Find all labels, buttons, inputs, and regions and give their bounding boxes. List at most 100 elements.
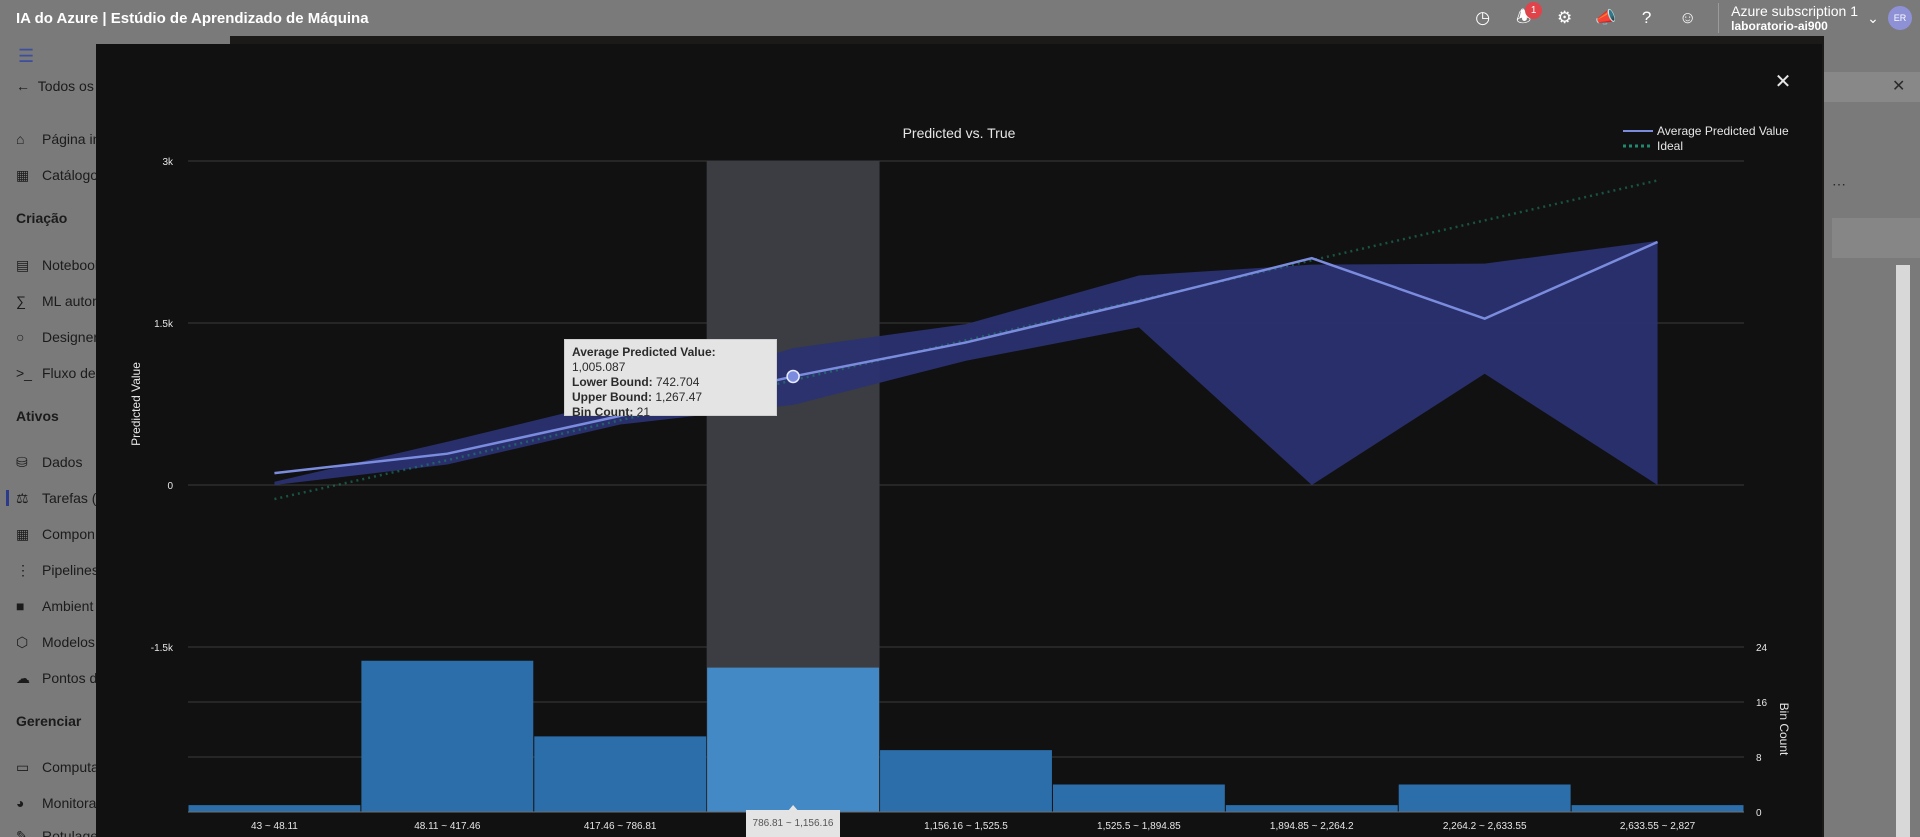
workspace-name: laboratorio-ai900 — [1731, 19, 1828, 33]
x-tick-label: 2,633.55 ~ 2,827 — [1620, 821, 1696, 832]
section-criacao: Criação — [16, 210, 68, 226]
active-indicator — [6, 490, 9, 506]
jobs-icon: ⚖ — [16, 490, 29, 506]
notebook-icon: ▤ — [16, 257, 30, 273]
settings-gear-icon[interactable]: ⚙ — [1557, 8, 1573, 27]
y2-tick-label: 0 — [1756, 808, 1762, 819]
y-tick-label: 3k — [162, 157, 174, 168]
more-options-icon: ⋯ — [1832, 176, 1846, 192]
bin-bar — [361, 660, 534, 812]
background-box — [1832, 218, 1920, 258]
bin-bar — [188, 805, 361, 812]
background-notice-bar — [1824, 72, 1920, 102]
sidebar-item-notebooks[interactable]: ▤ Notebooks — [16, 257, 109, 273]
y-tick-label: -1.5k — [151, 643, 174, 654]
bin-bar — [1398, 784, 1571, 812]
x-tick-label: 1,156.16 ~ 1,525.5 — [924, 821, 1008, 832]
subscription-name: Azure subscription 1 — [1731, 3, 1858, 19]
promptflow-icon: >_ — [16, 365, 32, 381]
tooltip-low-value: 742.704 — [656, 375, 700, 389]
app-title[interactable]: IA do Azure | Estúdio de Aprendizado de … — [16, 9, 369, 27]
hover-data-point — [786, 369, 800, 384]
close-icon[interactable]: ✕ — [1774, 70, 1792, 93]
megaphone-icon[interactable]: 📣 — [1595, 8, 1617, 27]
help-icon[interactable]: ? — [1641, 8, 1652, 27]
y-axis-label: Predicted Value — [129, 362, 143, 446]
notification-badge: 1 — [1525, 2, 1543, 19]
chevron-down-icon[interactable]: ⌄ — [1867, 9, 1879, 26]
feedback-smiley-icon[interactable]: ☺ — [1678, 8, 1697, 27]
sidebar-item-data[interactable]: ⛁ Dados — [16, 454, 83, 470]
tooltip-bin-label: Bin Count: — [572, 405, 634, 419]
sidebar-item-promptflow[interactable]: >_ Fluxo de — [16, 365, 96, 381]
sidebar-item-monitoring[interactable]: ◕ Monitora — [16, 795, 97, 811]
components-icon: ▦ — [16, 526, 30, 542]
labeling-icon: ✎ — [16, 828, 28, 837]
bin-bar — [1052, 784, 1225, 812]
topbar-actions: ◷ 🕭 1 ⚙ 📣 ? ☺ Azure subscription 1 labora… — [1462, 0, 1920, 36]
x-tick-label: 417.46 ~ 786.81 — [584, 821, 657, 832]
x-tick-label: 2,264.2 ~ 2,633.55 — [1443, 821, 1527, 832]
avatar[interactable]: ER — [1888, 6, 1912, 30]
bin-bar — [707, 667, 880, 812]
sidebar-item-automl[interactable]: ∑ ML autom — [16, 293, 104, 309]
x-tick-label: 1,525.5 ~ 1,894.85 — [1097, 821, 1181, 832]
sidebar-item-labeling[interactable]: ✎ Rotulage — [16, 828, 98, 837]
bin-bar — [1225, 805, 1398, 812]
sidebar-item-compute[interactable]: ▭ Computa — [16, 759, 99, 775]
automl-icon: ∑ — [16, 293, 26, 309]
models-icon: ⬡ — [16, 634, 29, 650]
average-predicted-line — [274, 240, 1659, 475]
sidebar-item-jobs[interactable]: ⚖ Tarefas ( — [16, 490, 97, 506]
x-tick-label: 48.11 ~ 417.46 — [414, 821, 481, 832]
ideal-line — [274, 179, 1658, 501]
y-tick-label: 0 — [167, 481, 173, 492]
notification-bell-icon[interactable]: 🕭 1 — [1503, 0, 1544, 36]
sidebar-item-endpoints[interactable]: ☁ Pontos d — [16, 670, 98, 686]
bin-bar — [880, 750, 1052, 812]
sidebar-item-pipelines[interactable]: ⋮ Pipelines — [16, 562, 99, 578]
sidebar-item-catalog[interactable]: ▦ Catálogo — [16, 167, 99, 183]
section-gerenciar: Gerenciar — [16, 713, 82, 729]
section-ativos: Ativos — [16, 408, 59, 424]
back-link[interactable]: ← Todos os — [16, 78, 94, 94]
back-arrow-icon: ← — [16, 78, 38, 94]
designer-icon: ○ — [16, 329, 25, 345]
history-icon[interactable]: ◷ — [1475, 8, 1491, 27]
sidebar-item-models[interactable]: ⬡ Modelos — [16, 634, 95, 650]
x-axis-hover-label: 786.81 ~ 1,156.16 — [746, 810, 840, 837]
chart-title: Predicted vs. True — [903, 125, 1016, 141]
top-bar: IA do Azure | Estúdio de Aprendizado de … — [0, 0, 1920, 36]
endpoints-icon: ☁ — [16, 670, 30, 686]
tooltip-up-label: Upper Bound: — [572, 390, 652, 404]
environment-icon: ■ — [16, 598, 25, 614]
monitor-icon: ◕ — [16, 795, 25, 811]
confidence-band — [274, 240, 1658, 485]
x-tick-label: 1,894.85 ~ 2,264.2 — [1270, 821, 1354, 832]
sidebar-item-designer[interactable]: ○ Designer — [16, 329, 99, 345]
chart-modal: ✕ Predicted vs. True 3k 1.5k 0 -1.5k 24 16 8 0 Pr… — [96, 44, 1822, 837]
compute-icon: ▭ — [16, 759, 30, 775]
x-tick-label: 43 ~ 48.11 — [251, 821, 298, 832]
background-close-icon: ✕ — [1892, 78, 1906, 95]
y2-axis-label: Bin Count — [1777, 703, 1791, 756]
bin-bar — [1571, 805, 1744, 812]
tooltip-bin-value: 21 — [636, 405, 651, 419]
catalog-icon: ▦ — [16, 167, 30, 183]
y2-tick-label: 24 — [1756, 643, 1768, 654]
sidebar-item-home[interactable]: ⌂ Página in — [16, 131, 101, 147]
y2-tick-label: 8 — [1756, 753, 1762, 764]
tooltip-up-value: 1,267.47 — [655, 390, 703, 404]
sidebar-item-environments[interactable]: ■ Ambient — [16, 598, 94, 614]
tooltip-avg-value: 1,005.087 — [572, 360, 626, 374]
background-scrollbar — [1896, 265, 1910, 837]
sidebar-item-components[interactable]: ▦ Compon — [16, 526, 95, 542]
data-icon: ⛁ — [16, 454, 28, 470]
tooltip-avg-label: Average Predicted Value: — [572, 345, 716, 359]
pipelines-icon: ⋮ — [16, 562, 30, 578]
legend-label-ideal: Ideal — [1657, 139, 1683, 153]
account-switcher[interactable]: Azure subscription 1 laboratorio-ai900 — [1718, 3, 1858, 33]
back-label: Todos os — [37, 78, 94, 94]
legend-label-average: Average Predicted Value — [1657, 124, 1789, 138]
hamburger-menu-icon[interactable]: ☰ — [18, 46, 35, 66]
